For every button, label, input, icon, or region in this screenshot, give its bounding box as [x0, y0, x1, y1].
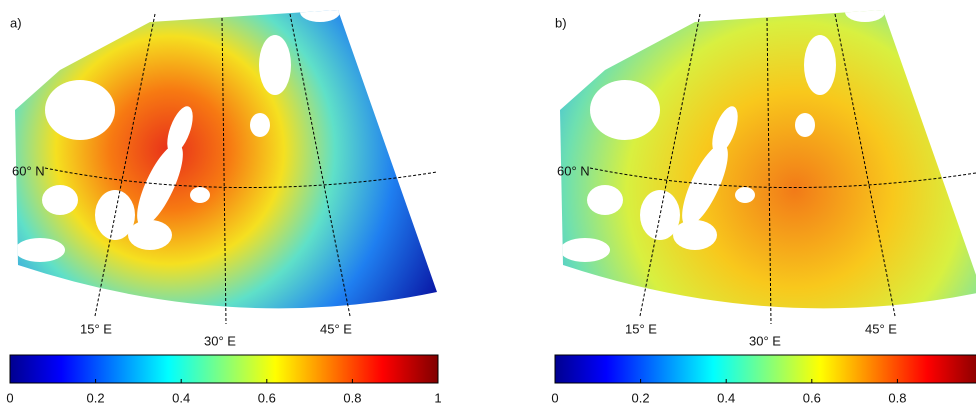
- land: [640, 190, 680, 240]
- colorbar-tick-label: 1: [434, 390, 441, 405]
- panel-label: a): [10, 15, 22, 30]
- meridian: [289, 13, 351, 317]
- parallel: [44, 167, 438, 189]
- colorbar-tick-label: 0.6: [258, 390, 276, 405]
- land: [712, 106, 738, 154]
- meridian-label: 15° E: [80, 321, 112, 336]
- map-field: [15, 10, 437, 309]
- panel: a) 60° N 15° E 30° E 45° E 0 0.2 0.4 0.6 0.8 1: [6, 10, 442, 405]
- panel-label: b): [555, 15, 567, 30]
- colorbar-tick-label: 0.8: [888, 390, 906, 405]
- land: [300, 10, 340, 22]
- meridian-label: 30° E: [204, 333, 236, 348]
- land: [128, 220, 172, 250]
- colorbar-tick-label: 0.2: [632, 390, 650, 405]
- colorbar-tick-label: 0.4: [717, 390, 735, 405]
- land: [167, 106, 193, 154]
- map: [15, 10, 437, 309]
- parallel: [589, 167, 976, 189]
- meridian-label: 45° E: [320, 321, 352, 336]
- colorbar-tick-label: 0: [551, 390, 558, 405]
- meridian-label: 30° E: [749, 333, 781, 348]
- land: [560, 238, 610, 262]
- land: [259, 35, 291, 95]
- map-field: [560, 10, 976, 309]
- land: [42, 185, 78, 215]
- map: [560, 10, 976, 309]
- meridian-label: 45° E: [865, 321, 897, 336]
- parallel-label: 60° N: [557, 163, 590, 178]
- land: [95, 190, 135, 240]
- land: [673, 220, 717, 250]
- land: [137, 143, 183, 227]
- land: [590, 80, 660, 140]
- land: [682, 143, 728, 227]
- land: [15, 238, 65, 262]
- land: [845, 10, 885, 22]
- colorbar-tick-label: 0: [6, 390, 13, 405]
- colorbar-tick-label: 0.8: [343, 390, 361, 405]
- colorbar: [9, 354, 439, 384]
- colorbar-tick-label: 0.6: [803, 390, 821, 405]
- land: [795, 113, 815, 137]
- meridian: [94, 13, 156, 317]
- land: [190, 187, 210, 203]
- colorbar-tick-label: 0.2: [87, 390, 105, 405]
- panel: b) 60° N 15° E 30° E 45° E 0 0.2 0.4 0.6 0.8: [551, 10, 976, 405]
- land: [45, 80, 115, 140]
- meridian: [766, 17, 772, 325]
- meridian: [639, 13, 701, 317]
- land: [250, 113, 270, 137]
- land: [804, 35, 836, 95]
- parallel-label: 60° N: [12, 163, 45, 178]
- colorbar-tick-label: 0.4: [172, 390, 190, 405]
- meridian-label: 15° E: [625, 321, 657, 336]
- land: [735, 187, 755, 203]
- meridian: [834, 13, 896, 317]
- land: [587, 185, 623, 215]
- meridian: [221, 17, 227, 325]
- colorbar: [554, 354, 976, 384]
